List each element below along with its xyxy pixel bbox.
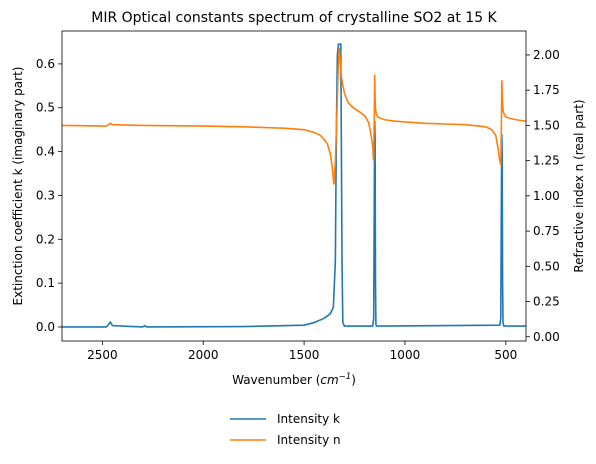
y-right-axis-ticks: 0.00 0.25 0.50 0.75 1.00 1.25 1.50 1.75 2.00 <box>526 48 560 344</box>
legend-label-k: Intensity k <box>277 412 340 426</box>
x-tick-label: 500 <box>494 348 517 362</box>
legend-label-n: Intensity n <box>277 433 341 447</box>
y-right-tick-label: 1.50 <box>533 118 560 132</box>
x-axis-ticks: 2500 2000 1500 1000 500 <box>87 341 517 362</box>
y-left-tick-label: 0.1 <box>36 276 55 290</box>
y-left-tick-label: 0.6 <box>36 57 55 71</box>
axes-frame <box>61 30 527 342</box>
y-left-tick-label: 0.3 <box>36 188 55 202</box>
x-tick-label: 2500 <box>87 348 118 362</box>
y-right-tick-label: 1.25 <box>533 154 560 168</box>
y-left-axis-ticks: 0.0 0.1 0.2 0.3 0.4 0.5 0.6 <box>36 57 62 334</box>
y-left-tick-label: 0.4 <box>36 145 55 159</box>
chart-title: MIR Optical constants spectrum of crysta… <box>91 10 497 26</box>
y-right-tick-label: 0.00 <box>533 330 560 344</box>
y-right-tick-label: 0.25 <box>533 295 560 309</box>
y-right-tick-label: 2.00 <box>533 48 560 62</box>
y-right-axis-label: Refractive index n (real part) <box>572 99 586 272</box>
y-left-tick-label: 0.5 <box>36 101 55 115</box>
y-left-tick-label: 0.0 <box>36 320 55 334</box>
series-line-n <box>62 47 526 185</box>
y-right-tick-label: 0.75 <box>533 224 560 238</box>
y-left-tick-label: 0.2 <box>36 232 55 246</box>
x-tick-label: 1500 <box>289 348 320 362</box>
y-right-tick-label: 0.50 <box>533 259 560 273</box>
x-tick-label: 2000 <box>188 348 219 362</box>
plot-area <box>62 43 526 328</box>
series-line-k <box>62 43 526 328</box>
y-right-tick-label: 1.75 <box>533 83 560 97</box>
x-tick-label: 1000 <box>390 348 421 362</box>
y-right-tick-label: 1.00 <box>533 189 560 203</box>
legend: Intensity k Intensity n <box>230 412 341 447</box>
x-axis-label: Wavenumber (cm−1) <box>232 372 356 387</box>
y-left-axis-label: Extinction coefficient k (imaginary part… <box>11 67 25 306</box>
